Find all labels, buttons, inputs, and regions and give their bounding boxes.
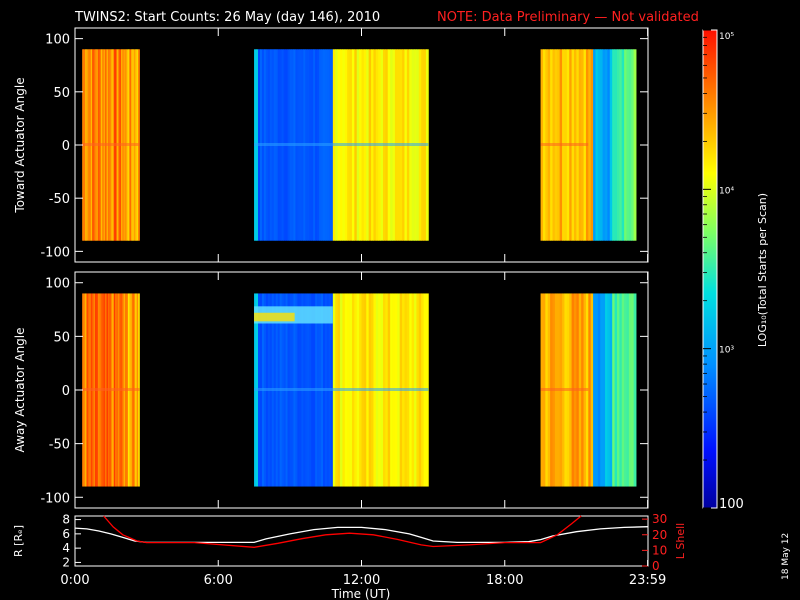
p1-data-seg4-column bbox=[631, 49, 635, 241]
data-note: NOTE: Data Preliminary — Not validated bbox=[437, 10, 699, 25]
orbit-y-tick-label-right: 0 bbox=[652, 559, 660, 573]
x-axis-label: Time (UT) bbox=[331, 587, 391, 600]
p1-data-seg4-column bbox=[607, 49, 611, 241]
panel-orbit-frame bbox=[74, 515, 649, 567]
y-tick-label: -50 bbox=[49, 192, 70, 207]
p1-data-seg4-column bbox=[628, 49, 632, 241]
p2-data-zero-band bbox=[540, 388, 589, 391]
p2-data-seg4-column bbox=[609, 293, 613, 487]
p1-data-seg4-column bbox=[621, 49, 625, 241]
colorbar-ticks: 10⁵ 10⁴ 10³ 100 bbox=[703, 29, 744, 512]
p1-data-zero-band bbox=[540, 143, 589, 146]
panel-orbit-ylabel-right: L Shell bbox=[674, 523, 687, 559]
colorbar-label: LOG₁₀(Total Starts per Scan) bbox=[756, 193, 769, 347]
p1-data-seg4-column bbox=[609, 49, 613, 241]
x-tick-label: 6:00 bbox=[204, 573, 233, 588]
y-tick-label: -100 bbox=[40, 491, 70, 506]
panel-toward: 100 50 0 -50 -100 Toward Actuator Angle bbox=[13, 27, 649, 263]
p2-data-seg4-column bbox=[631, 293, 635, 487]
p2-data-seg4-column bbox=[612, 293, 615, 487]
p2-data-seg4-column bbox=[614, 293, 618, 487]
y-tick-label: 100 bbox=[45, 33, 70, 48]
p2-data-seg4-column bbox=[602, 293, 606, 487]
x-tick-label: 23:59 bbox=[629, 573, 666, 588]
colorbar-tick-label: 10⁴ bbox=[719, 186, 734, 196]
y-tick-label: 0 bbox=[62, 139, 70, 154]
p2-data-seg4-column bbox=[621, 293, 625, 487]
y-tick-label: 50 bbox=[53, 330, 70, 345]
orbit-y-tick-label-right: 30 bbox=[652, 512, 667, 526]
y-tick-label: 100 bbox=[45, 277, 70, 292]
date-stamp: 18 May 12 bbox=[781, 532, 791, 580]
p1-data-seg4-column bbox=[633, 49, 637, 241]
colorbar-tick-label: 10⁵ bbox=[719, 32, 734, 42]
y-tick-label: 50 bbox=[53, 86, 70, 101]
colorbar-gradient bbox=[702, 29, 718, 509]
p1-data-seg4-column bbox=[614, 49, 618, 241]
p1-data-seg4-column bbox=[612, 49, 615, 241]
p1-data-seg4-column bbox=[616, 49, 620, 241]
p1-data-seg4-column bbox=[619, 49, 623, 241]
p2-data-seg4-column bbox=[628, 293, 632, 487]
panel-orbit-ylabel: R [Rₑ] bbox=[12, 525, 25, 557]
panel-away-axes: 100 50 0 -50 -100 bbox=[40, 272, 649, 508]
p1-data-seg4-column bbox=[597, 49, 601, 241]
p2-data-seg4-column bbox=[590, 293, 594, 487]
p2-data-zero-band bbox=[254, 388, 429, 391]
panel-toward-heatmap bbox=[82, 49, 637, 241]
p1-data-seg4-column bbox=[626, 49, 630, 241]
colorbar-tick-label: 100 bbox=[719, 497, 744, 512]
orbit-y-tick-label-right: 10 bbox=[652, 543, 667, 557]
p2-data-seg4-column bbox=[593, 293, 596, 487]
colorbar-tick-label: 10³ bbox=[719, 346, 734, 356]
p2-data-seg4-column bbox=[600, 293, 604, 487]
p1-data-seg4-column bbox=[590, 49, 594, 241]
panel-away: 100 50 0 -50 -100 Away Actuator Angle bbox=[13, 271, 649, 509]
p1-data-zero-band bbox=[82, 143, 140, 146]
p2-data-seg4-column bbox=[588, 293, 592, 487]
chart-title: TWINS2: Start Counts: 26 May (day 146), … bbox=[74, 10, 380, 25]
x-tick-label: 18:00 bbox=[486, 573, 523, 588]
p1-data-seg4-column bbox=[595, 49, 599, 241]
p2-data-seg4-column bbox=[626, 293, 630, 487]
y-tick-label: 0 bbox=[62, 384, 70, 399]
p1-data-seg4-column bbox=[600, 49, 604, 241]
orbit-y-tick-label: 8 bbox=[62, 513, 70, 527]
p1-data-seg4-column bbox=[624, 49, 627, 241]
orbit-y-tick-label: 6 bbox=[62, 527, 70, 541]
p2-data-seg4-column bbox=[633, 293, 637, 487]
panel-toward-ylabel: Toward Actuator Angle bbox=[13, 77, 27, 213]
p1-data-seg4-column bbox=[593, 49, 596, 241]
lshell-series-line bbox=[103, 515, 582, 548]
x-tick-label: 12:00 bbox=[343, 573, 380, 588]
y-tick-label: -50 bbox=[49, 438, 70, 453]
p2-data-seg4-column bbox=[616, 293, 620, 487]
p2-data-seg4-column bbox=[595, 293, 599, 487]
panel-orbit-lines bbox=[74, 515, 649, 548]
radius-series-line bbox=[74, 526, 649, 544]
p1-data-zero-band bbox=[254, 143, 429, 146]
orbit-y-tick-label: 2 bbox=[62, 555, 70, 569]
p2-data-top-band-core bbox=[254, 312, 295, 322]
p1-data-seg4-column bbox=[605, 49, 608, 241]
p2-data-zero-band bbox=[82, 388, 140, 391]
x-tick-label: 0:00 bbox=[60, 573, 89, 588]
orbit-y-tick-label-right: 20 bbox=[652, 528, 667, 542]
panel-away-heatmap bbox=[82, 293, 637, 487]
p2-data-seg4-column bbox=[607, 293, 611, 487]
y-tick-label: -100 bbox=[40, 245, 70, 260]
p2-data-seg4-column bbox=[597, 293, 601, 487]
p2-data-seg4-column bbox=[605, 293, 608, 487]
p2-data-seg4-column bbox=[619, 293, 623, 487]
p2-data-seg4-column bbox=[624, 293, 627, 487]
p1-data-seg4-column bbox=[602, 49, 606, 241]
panel-toward-axes: 100 50 0 -50 -100 bbox=[40, 28, 649, 262]
p1-data-seg4-column bbox=[588, 49, 592, 241]
orbit-y-tick-label: 4 bbox=[62, 541, 70, 555]
panel-away-ylabel: Away Actuator Angle bbox=[13, 327, 27, 452]
colorbar: 10⁵ 10⁴ 10³ 100 LOG₁₀(Total Starts per Scan… bbox=[702, 29, 769, 512]
